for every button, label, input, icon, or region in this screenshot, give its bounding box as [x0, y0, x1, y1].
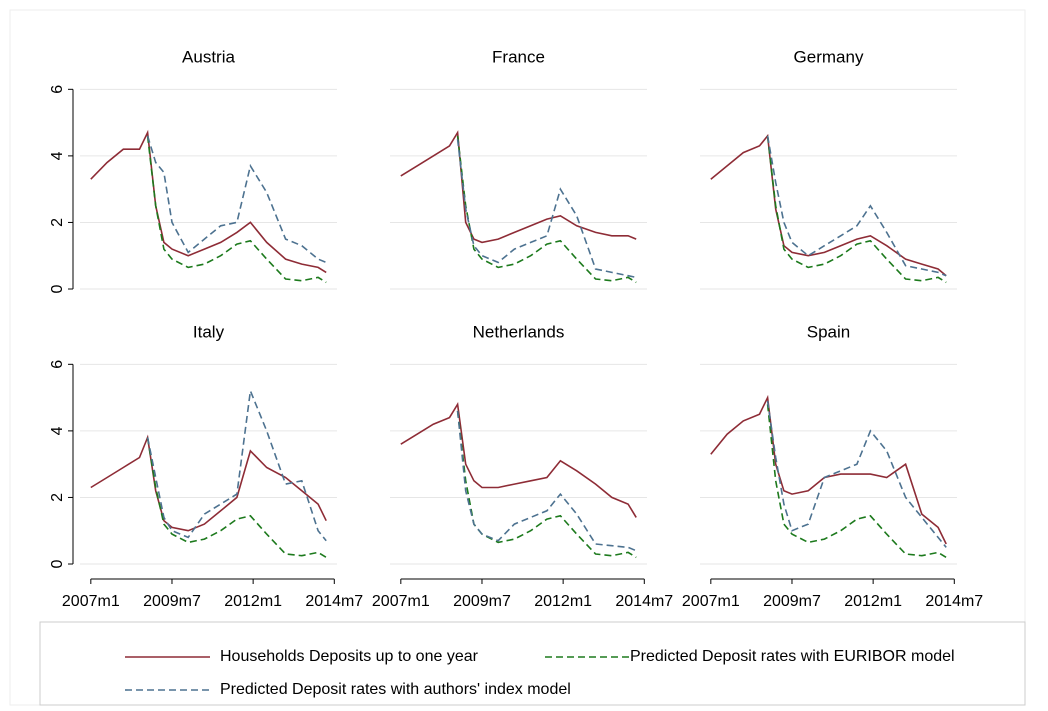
y-tick-label: 6 — [49, 85, 66, 94]
series-line — [400, 401, 637, 518]
y-tick-label: 2 — [49, 218, 66, 227]
series-line — [146, 135, 327, 284]
y-tick-label: 4 — [49, 426, 66, 435]
panel-title: Italy — [193, 322, 225, 341]
x-tick-label: 2009m7 — [143, 593, 201, 610]
x-tick-label: 2007m1 — [372, 593, 430, 610]
x-tick-label: 2007m1 — [62, 593, 120, 610]
panel-title: Austria — [182, 47, 235, 66]
x-tick-label: 2014m7 — [305, 593, 363, 610]
series-line — [456, 135, 637, 284]
x-tick-label: 2014m7 — [925, 593, 983, 610]
y-tick-label: 6 — [49, 360, 66, 369]
series-line — [146, 437, 327, 559]
series-line — [456, 410, 637, 559]
series-line — [400, 130, 637, 244]
series-line — [90, 434, 327, 532]
x-tick-label: 2014m7 — [615, 593, 673, 610]
legend-label: Households Deposits up to one year — [220, 648, 479, 665]
panel-title: Netherlands — [473, 322, 565, 341]
series-line — [456, 410, 637, 552]
series-line — [710, 133, 947, 277]
y-tick-label: 2 — [49, 493, 66, 502]
series-line — [146, 135, 327, 264]
panel-title: France — [492, 47, 545, 66]
x-tick-label: 2012m1 — [844, 593, 902, 610]
series-line — [766, 404, 947, 559]
y-tick-label: 4 — [49, 151, 66, 160]
x-tick-label: 2009m7 — [453, 593, 511, 610]
series-line — [456, 139, 637, 279]
series-line — [90, 129, 327, 274]
legend-label: Predicted Deposit rates with EURIBOR mod… — [630, 648, 955, 665]
y-tick-label: 0 — [49, 284, 66, 293]
series-line — [146, 387, 327, 542]
series-line — [766, 400, 947, 548]
series-line — [766, 135, 947, 284]
x-tick-label: 2012m1 — [224, 593, 282, 610]
x-tick-label: 2009m7 — [763, 593, 821, 610]
panel-title: Spain — [807, 322, 850, 341]
series-line — [710, 394, 947, 545]
panel-title: Germany — [794, 47, 864, 66]
legend-label: Predicted Deposit rates with authors' in… — [220, 681, 571, 698]
series-line — [766, 135, 947, 277]
x-tick-label: 2007m1 — [682, 593, 740, 610]
y-tick-label: 0 — [49, 559, 66, 568]
x-tick-label: 2012m1 — [534, 593, 592, 610]
legend-box — [39, 621, 1026, 706]
